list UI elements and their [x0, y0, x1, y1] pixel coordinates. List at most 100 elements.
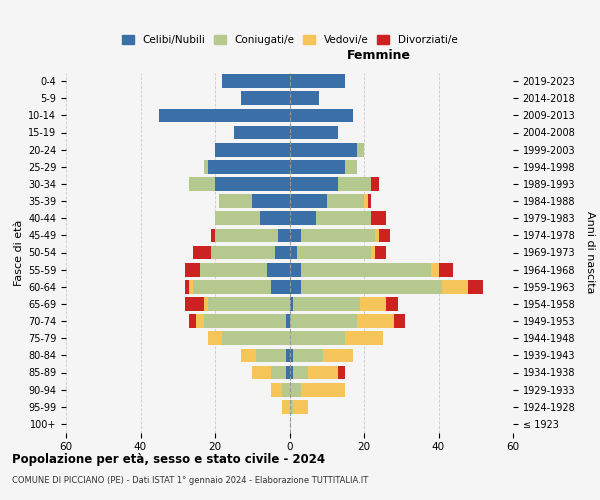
Bar: [219, 194, 252, 208]
Bar: [275, 246, 290, 260]
Bar: [208, 160, 290, 173]
Text: COMUNE DI PICCIANO (PE) - Dati ISTAT 1° gennaio 2024 - Elaborazione TUTTITALIA.I: COMUNE DI PICCIANO (PE) - Dati ISTAT 1° …: [12, 476, 368, 485]
Bar: [323, 348, 353, 362]
Bar: [293, 366, 308, 380]
Bar: [204, 297, 208, 311]
Bar: [356, 314, 394, 328]
Bar: [215, 228, 278, 242]
Bar: [271, 383, 282, 396]
Bar: [278, 228, 290, 242]
Bar: [290, 126, 338, 140]
Bar: [290, 332, 346, 345]
Bar: [282, 383, 290, 396]
Text: Popolazione per età, sesso e stato civile - 2024: Popolazione per età, sesso e stato civil…: [12, 452, 325, 466]
Bar: [286, 366, 290, 380]
Bar: [271, 280, 290, 293]
Bar: [356, 143, 364, 156]
Bar: [375, 228, 379, 242]
Bar: [290, 246, 297, 260]
Bar: [346, 332, 383, 345]
Bar: [290, 212, 316, 225]
Bar: [223, 332, 290, 345]
Bar: [282, 400, 290, 413]
Text: Femmine: Femmine: [347, 48, 411, 62]
Bar: [200, 263, 267, 276]
Bar: [159, 108, 290, 122]
Bar: [241, 348, 256, 362]
Bar: [208, 332, 223, 345]
Bar: [469, 280, 483, 293]
Bar: [293, 297, 360, 311]
Bar: [360, 297, 386, 311]
Bar: [290, 400, 293, 413]
Bar: [371, 246, 375, 260]
Bar: [379, 228, 390, 242]
Bar: [215, 143, 290, 156]
Bar: [368, 194, 371, 208]
Bar: [223, 74, 290, 88]
Bar: [193, 246, 211, 260]
Bar: [233, 126, 290, 140]
Y-axis label: Fasce di età: Fasce di età: [14, 220, 24, 286]
Bar: [371, 177, 379, 191]
Bar: [193, 280, 271, 293]
Bar: [189, 280, 193, 293]
Bar: [301, 228, 375, 242]
Bar: [290, 366, 293, 380]
Bar: [293, 400, 308, 413]
Bar: [297, 246, 371, 260]
Bar: [267, 263, 290, 276]
Bar: [338, 366, 346, 380]
Bar: [290, 74, 346, 88]
Bar: [316, 212, 371, 225]
Bar: [431, 263, 439, 276]
Bar: [290, 108, 353, 122]
Bar: [290, 314, 356, 328]
Bar: [290, 194, 327, 208]
Y-axis label: Anni di nascita: Anni di nascita: [585, 211, 595, 294]
Bar: [290, 92, 319, 105]
Bar: [286, 314, 290, 328]
Bar: [301, 280, 442, 293]
Bar: [260, 212, 290, 225]
Bar: [185, 263, 200, 276]
Bar: [290, 280, 301, 293]
Bar: [290, 263, 301, 276]
Bar: [271, 366, 286, 380]
Bar: [293, 348, 323, 362]
Bar: [185, 297, 204, 311]
Bar: [375, 246, 386, 260]
Bar: [301, 383, 346, 396]
Bar: [290, 348, 293, 362]
Bar: [185, 280, 189, 293]
Bar: [364, 194, 368, 208]
Bar: [290, 160, 346, 173]
Bar: [189, 314, 196, 328]
Bar: [290, 228, 301, 242]
Bar: [442, 280, 469, 293]
Bar: [290, 177, 338, 191]
Bar: [290, 297, 293, 311]
Bar: [308, 366, 338, 380]
Bar: [196, 314, 204, 328]
Bar: [208, 297, 290, 311]
Legend: Celibi/Nubili, Coniugati/e, Vedovi/e, Divorziati/e: Celibi/Nubili, Coniugati/e, Vedovi/e, Di…: [118, 31, 461, 50]
Bar: [252, 366, 271, 380]
Bar: [346, 160, 356, 173]
Bar: [211, 228, 215, 242]
Bar: [338, 177, 371, 191]
Bar: [211, 246, 275, 260]
Bar: [204, 314, 286, 328]
Bar: [252, 194, 290, 208]
Bar: [301, 263, 431, 276]
Bar: [215, 177, 290, 191]
Bar: [394, 314, 405, 328]
Bar: [256, 348, 286, 362]
Bar: [290, 143, 356, 156]
Bar: [371, 212, 386, 225]
Bar: [327, 194, 364, 208]
Bar: [241, 92, 290, 105]
Bar: [215, 212, 260, 225]
Bar: [204, 160, 208, 173]
Bar: [439, 263, 454, 276]
